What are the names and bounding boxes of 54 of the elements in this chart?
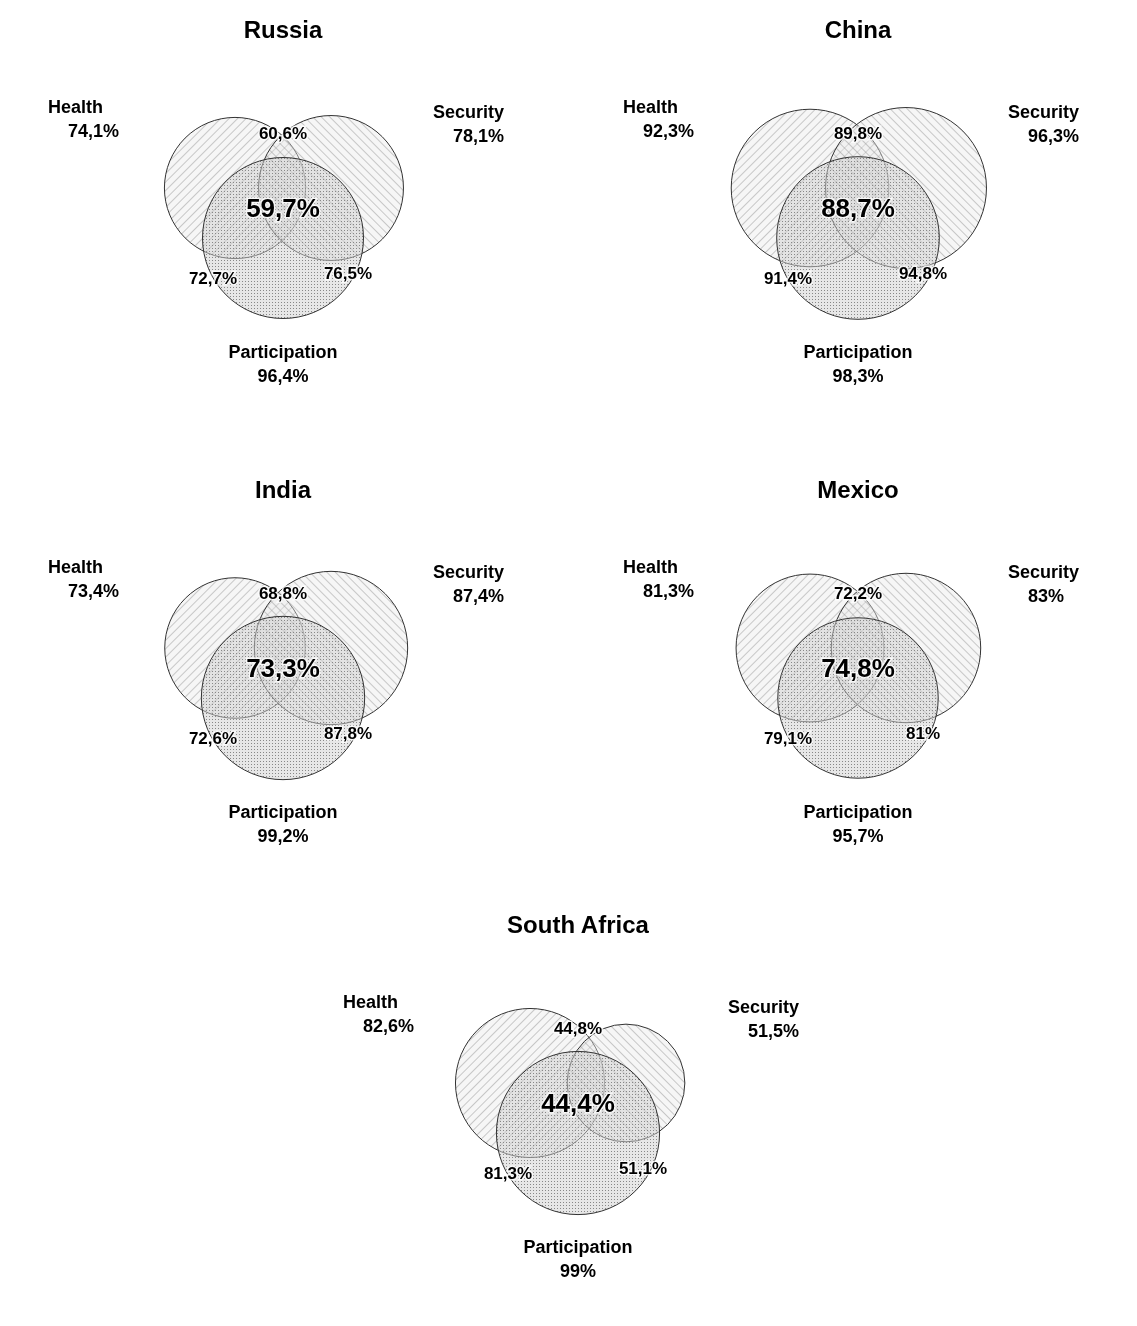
data-label: 87,4% <box>453 586 505 606</box>
text: 91,4% <box>763 269 813 288</box>
text: 89,8% <box>833 124 883 143</box>
text: 72,2% <box>833 584 883 603</box>
data-label: 96,3% <box>1028 126 1080 146</box>
text: 51,1% <box>618 1159 668 1178</box>
category-label: Health <box>623 97 679 117</box>
data-label: 78,1% <box>453 126 505 146</box>
text: South Africa <box>507 911 650 938</box>
data-label: 82,6% <box>363 1016 415 1036</box>
data-label: 51,5% <box>748 1021 800 1041</box>
data-label: 81,3% <box>643 581 695 601</box>
text: 79,1% <box>763 729 813 748</box>
text: 59,7% <box>246 193 320 223</box>
text: 76,5% <box>323 264 373 283</box>
category-label: Security <box>1008 102 1080 122</box>
category-label: Security <box>433 562 505 582</box>
category-label: Health <box>343 992 399 1012</box>
data-label: 98,3% <box>832 366 884 386</box>
data-label: 73,4% <box>68 581 120 601</box>
text: 87,8% <box>323 724 373 743</box>
category-label: Participation <box>803 802 913 822</box>
text: 88,7% <box>821 193 895 223</box>
text: 72,6% <box>188 729 238 748</box>
text: Mexico <box>817 476 899 503</box>
category-label: Participation <box>228 342 338 362</box>
text: 60,6% <box>258 124 308 143</box>
text: 44,4% <box>541 1088 615 1118</box>
text: 68,8% <box>258 584 308 603</box>
data-label: 83% <box>1028 586 1065 606</box>
category-label: Security <box>1008 562 1080 582</box>
category-label: Health <box>48 557 104 577</box>
data-label: 95,7% <box>832 826 884 846</box>
data-label: 99% <box>559 1261 597 1281</box>
text: 81,3% <box>483 1164 533 1183</box>
text: China <box>824 16 892 43</box>
category-label: Health <box>48 97 104 117</box>
text: 72,7% <box>188 269 238 288</box>
data-label: 74,1% <box>68 121 120 141</box>
category-label: Participation <box>228 802 338 822</box>
text: 81% <box>905 724 941 743</box>
text: Russia <box>243 16 323 43</box>
data-label: 96,4% <box>257 366 309 386</box>
text: 73,3% <box>246 653 320 683</box>
category-label: Security <box>728 997 800 1017</box>
category-label: Security <box>433 102 505 122</box>
category-label: Participation <box>523 1237 633 1257</box>
text: India <box>254 476 312 503</box>
data-label: 92,3% <box>643 121 695 141</box>
text: 94,8% <box>898 264 948 283</box>
text: 74,8% <box>821 653 895 683</box>
category-label: Participation <box>803 342 913 362</box>
data-label: 99,2% <box>257 826 309 846</box>
category-label: Health <box>623 557 679 577</box>
